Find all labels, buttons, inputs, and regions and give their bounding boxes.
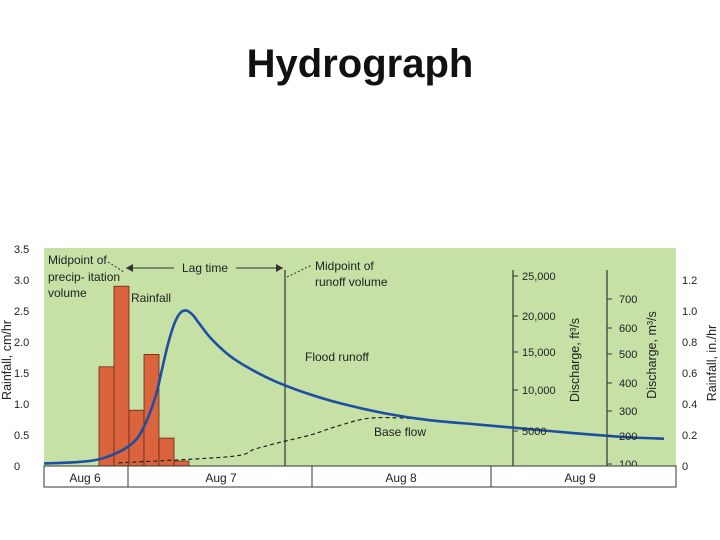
rainfall-label: Rainfall (131, 291, 171, 305)
date-axis-label: Aug 7 (205, 471, 237, 485)
vertical-grid-lines (284, 270, 608, 466)
discharge-axis-tick: 5000 (522, 426, 546, 438)
right-axis-tick: 0.4 (682, 399, 697, 411)
precip-midpoint-label: precip- itation (48, 270, 120, 284)
left-axis-title: Rainfall, cm/hr (0, 320, 14, 400)
discharge-axis-title: Discharge, ft³/s (568, 318, 582, 402)
precip-midpoint-label: Midpoint of (48, 253, 107, 267)
runoff-midpoint-label: runoff volume (315, 275, 388, 289)
rainfall-bar (173, 460, 190, 467)
date-axis-label: Aug 6 (69, 471, 101, 485)
left-axis-tick: 0 (14, 461, 20, 473)
date-axis-box (43, 465, 677, 488)
precip-midpoint-leader (107, 261, 125, 273)
discharge-metric-axis-title: Discharge, m³/s (645, 311, 659, 399)
discharge-metric-axis-tick: 600 (619, 323, 637, 335)
right-axis-tick: 1.0 (682, 306, 697, 318)
discharge-metric-axis-tick: 400 (619, 378, 637, 390)
discharge-metric-axis-tick: 300 (619, 406, 637, 418)
rainfall-bar (158, 437, 175, 467)
discharge-metric-axis-tick: 500 (619, 349, 637, 361)
date-axis-label: Aug 9 (564, 471, 596, 485)
right-axis-title: Rainfall, in./hr (705, 325, 719, 401)
right-axis-tick: 0 (682, 461, 688, 473)
flood-runoff-line (43, 309, 665, 465)
date-axis: Aug 6 Aug 7 Aug 8 Aug 9 (43, 465, 677, 488)
left-axis-tick: 0.5 (14, 430, 29, 442)
flood-runoff-label: Flood runoff (305, 350, 369, 364)
rainfall-bar (113, 285, 130, 467)
runoff-midpoint-leader (286, 264, 313, 278)
base-flow-label: Base flow (374, 425, 426, 439)
right-axis-tick: 0.2 (682, 430, 697, 442)
lag-time-arrowhead-left (126, 264, 133, 272)
lag-time-label: Lag time (182, 261, 228, 275)
left-axis-tick: 3.5 (14, 244, 29, 256)
left-axis-tick: 1.5 (14, 368, 29, 380)
precip-midpoint-label: volume (48, 286, 87, 300)
annotations: Midpoint of precip- itation volume Lag time… (48, 253, 426, 439)
lag-time-arrowhead-right (276, 264, 283, 272)
right-axis-tick: 1.2 (682, 275, 697, 287)
discharge-axis-tick: 10,000 (522, 385, 556, 397)
discharge-metric-axis-tick: 200 (619, 431, 637, 443)
discharge-axis-tick: 20,000 (522, 311, 556, 323)
discharge-axis-tick: 15,000 (522, 347, 556, 359)
left-axis-tick: 1.0 (14, 399, 29, 411)
discharge-metric-axis-tick: 700 (619, 294, 637, 306)
left-axis-tick: 3.0 (14, 275, 29, 287)
right-axis-tick: 0.8 (682, 337, 697, 349)
right-axis-tick: 0.6 (682, 368, 697, 380)
rainfall-bar (98, 366, 115, 467)
axes: 0 0.5 1.0 1.5 2.0 2.5 3.0 3.5 Rainfall, cm/hr 500… (0, 244, 719, 473)
left-axis-tick: 2.5 (14, 306, 29, 318)
slide-title: Hydrograph (246, 42, 474, 86)
date-axis-label: Aug 8 (385, 471, 417, 485)
left-axis-tick: 2.0 (14, 337, 29, 349)
discharge-axis-tick: 25,000 (522, 271, 556, 283)
runoff-midpoint-label: Midpoint of (315, 259, 374, 273)
